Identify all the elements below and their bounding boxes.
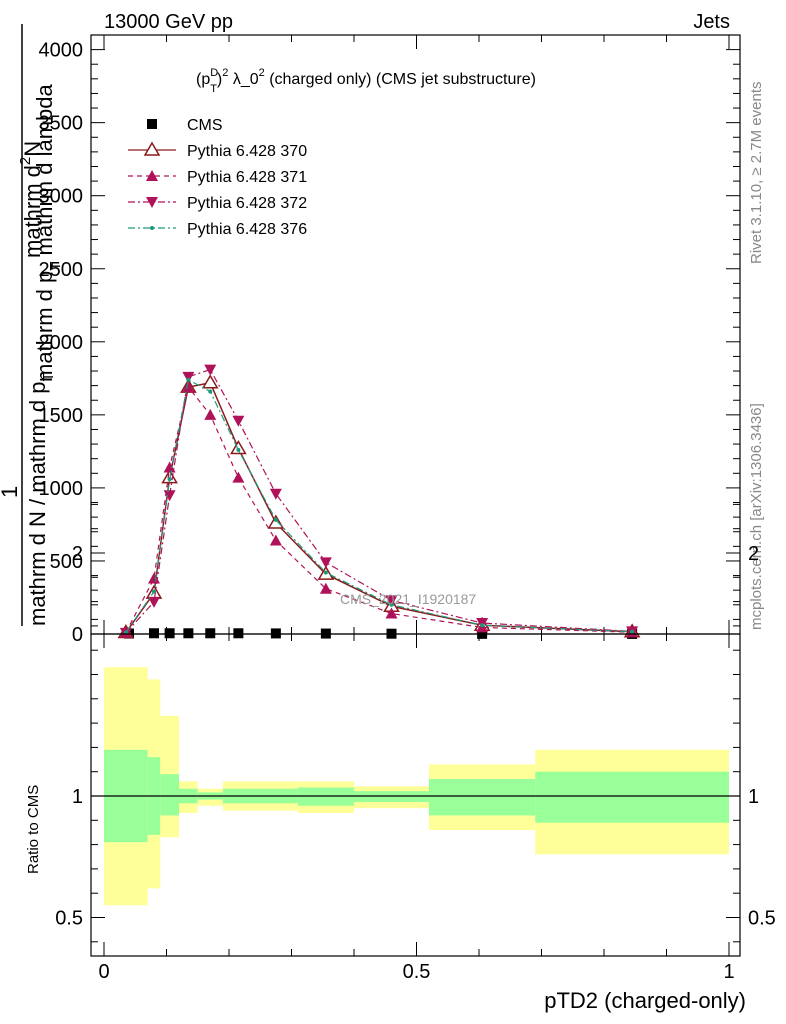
data-point: [236, 447, 241, 452]
x-tick-label: 0: [98, 961, 109, 983]
x-tick-label: 1: [723, 961, 734, 983]
main-panel: 0 500 1000 1500 2000 2500 3000 3500 4000 CMS_202…: [0, 24, 741, 646]
rivet-label: Rivet 3.1.10, ≥ 2.7M events: [748, 82, 765, 265]
ratio-y-tick-label-right: 0.5: [748, 908, 776, 930]
data-point: [146, 170, 158, 181]
energy-label: 13000 GeV pp: [104, 11, 233, 33]
data-point: [204, 408, 217, 420]
data-point: [385, 595, 398, 607]
y-tick-label: 1000: [39, 478, 84, 500]
data-point: [183, 628, 194, 639]
data-point: [152, 589, 156, 594]
ratio-bands: [104, 667, 729, 906]
legend-label: Pythia 6.428 372: [187, 195, 307, 212]
data-point: [167, 477, 172, 482]
main-ylabel: 1 mathrm d N / mathrm d pT mathrm d2N ma…: [0, 24, 64, 626]
legend-item: CMS: [147, 117, 223, 134]
data-point: [146, 197, 158, 208]
series-line: [125, 378, 633, 633]
ratio-axis-ticks: 0.5 0.5 1 1 2 2 0 0.5 1: [55, 503, 776, 983]
data-point: [630, 629, 635, 634]
y-tick-label: 3500: [39, 113, 84, 135]
legend-label: Pythia 6.428 376: [187, 221, 307, 238]
legend-label: Pythia 6.428 370: [187, 143, 307, 160]
ratio-frame: [90, 633, 741, 957]
ratio-y-tick-label-right: 1: [748, 786, 759, 808]
data-point: [148, 572, 160, 584]
legend-label: Pythia 6.428 371: [187, 169, 307, 186]
data-point: [269, 534, 282, 546]
ylabel-inner-denominator: mathrm d pT mathrm d lambda: [32, 84, 64, 382]
ratio-band-inner: [160, 774, 179, 816]
data-point: [150, 226, 154, 230]
data-point: [143, 141, 161, 156]
data-point: [208, 389, 213, 394]
data-point: [164, 628, 175, 639]
ratio-band-inner: [297, 787, 354, 806]
ratio-y-tick-label: 0.5: [55, 908, 83, 930]
ratio-ylabel: Ratio to CMS: [25, 785, 42, 874]
main-axis-ticks: 0 500 1000 1500 2000 2500 3000 3500 4000: [39, 35, 740, 646]
y-tick-label: 2500: [39, 259, 84, 281]
ratio-y-tick-label: 1: [72, 786, 83, 808]
data-point: [147, 119, 157, 129]
ylabel-one: 1: [0, 486, 22, 498]
legend-item: Pythia 6.428 371: [128, 169, 307, 186]
xlabel: pTD2 (charged-only): [544, 988, 746, 1013]
ratio-band-inner: [354, 791, 429, 803]
legend-item: Pythia 6.428 372: [128, 195, 307, 212]
y-tick-label: 4000: [39, 40, 84, 62]
data-point: [230, 439, 247, 455]
chart-title: (pD T)2 λ_02 (charged only) (CMS jet subs…: [196, 67, 536, 95]
ratio-panel: 0.5 0.5 1 1 2 2 0 0.5 1 Ratio to CMS pTD2 (charg…: [25, 503, 776, 1013]
data-point: [319, 557, 332, 569]
series-4: [123, 377, 635, 635]
data-point: [480, 623, 485, 628]
ratio-y-tick-label-right: 2: [748, 543, 759, 565]
data-point: [205, 628, 216, 639]
data-point: [148, 596, 160, 608]
legend-item: Pythia 6.428 376: [128, 221, 307, 238]
data-point: [204, 364, 217, 376]
y-tick-label: 2000: [39, 332, 84, 354]
data-point: [149, 628, 159, 639]
legend-item: Pythia 6.428 370: [128, 141, 307, 160]
data-point: [389, 602, 394, 607]
data-point: [233, 628, 244, 639]
data-point: [232, 415, 245, 427]
ylabel-outer-denominator: mathrm d N / mathrm d pT: [25, 372, 57, 626]
data-point: [182, 371, 195, 383]
ratio-band-inner: [429, 778, 536, 816]
y-tick-label: 3000: [39, 186, 84, 208]
data-point: [269, 488, 282, 500]
data-point: [232, 471, 245, 483]
ylabel-inner-numerator: mathrm d2N: [17, 141, 45, 258]
legend-label: CMS: [187, 117, 223, 134]
ratio-y-tick-label: 2: [72, 543, 83, 565]
data-point: [182, 381, 195, 393]
data-point: [186, 377, 191, 382]
data-point: [319, 582, 332, 594]
y-tick-label: 500: [50, 551, 83, 573]
data-point: [385, 607, 398, 619]
category-label: Jets: [693, 11, 730, 33]
y-tick-label: 1500: [39, 405, 84, 427]
x-tick-label: 0.5: [403, 961, 431, 983]
data-point: [323, 570, 328, 575]
legend: CMS Pythia 6.428 370 Pythia 6.428 371 Pythi…: [128, 117, 307, 238]
data-point: [273, 518, 278, 523]
ratio-band-inner: [535, 771, 729, 823]
watermark: CMS_2021_I1920187: [340, 591, 476, 607]
y-tick-label: 0: [72, 624, 83, 646]
mcplots-label: mcplots.cern.ch [arXiv:1306.3436]: [748, 403, 765, 630]
data-point: [163, 490, 176, 502]
data-point: [201, 374, 219, 389]
data-point: [163, 461, 176, 473]
series-line: [125, 385, 633, 633]
